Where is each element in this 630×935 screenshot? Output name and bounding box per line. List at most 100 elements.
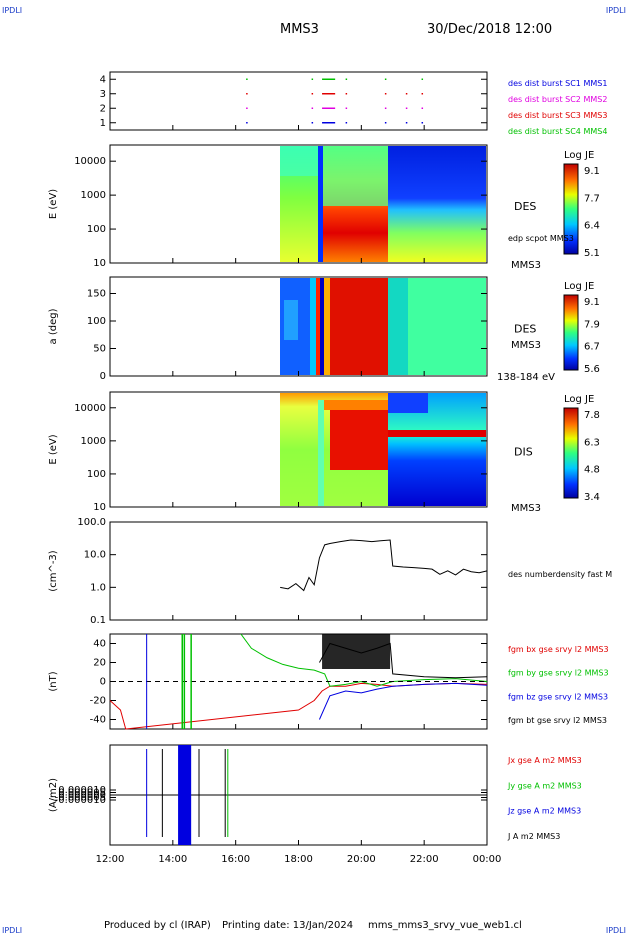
y-axis-label: E (eV)	[48, 189, 59, 219]
colorbar-tick-label: 5.1	[584, 248, 600, 259]
y-axis-label: (nT)	[48, 671, 59, 691]
y-tick-label: 4	[100, 74, 106, 85]
jz-burst-band	[178, 745, 192, 845]
y-tick-label: 10000	[74, 156, 106, 167]
series-line	[109, 682, 488, 730]
y-axis-label: (cm^-3)	[48, 550, 59, 591]
y-tick-label: 20	[93, 658, 106, 669]
panel-label-3: MMS3	[511, 260, 541, 271]
y-tick-label: 10	[93, 258, 106, 269]
panel-label-2: MMS3	[511, 340, 541, 351]
colorbar-tick-label: 6.3	[584, 437, 600, 448]
panel-label: DIS	[514, 446, 533, 459]
y-tick-label: 0.000005	[58, 788, 106, 799]
footer-filename: mms_mms3_srvy_vue_web1.cl	[368, 920, 522, 931]
series-legend-entry: fgm bz gse srvy l2 MMS3	[508, 692, 608, 701]
series-line	[240, 633, 488, 687]
y-tick-label: -0.000005	[55, 793, 106, 804]
panel-burst-frame	[109, 71, 488, 131]
footer-produced: Produced by cl (IRAP)	[104, 920, 211, 931]
footer-printing-date: Printing date: 13/Jan/2024	[222, 920, 354, 931]
panel-label-3: 138-184 eV	[497, 372, 555, 383]
series-legend-entry: Jz gse A m2 MMS3	[507, 807, 581, 816]
y-tick-label: 100	[87, 224, 106, 235]
y-axis-label: E (eV)	[48, 434, 59, 464]
colorbar-tick-label: 3.4	[584, 492, 600, 503]
colorbar-tick-label: 9.1	[584, 297, 600, 308]
corner-label-bottom-left: IPDLI	[2, 926, 23, 935]
y-tick-label: 3	[100, 89, 106, 100]
y-tick-label: 10	[93, 502, 106, 513]
y-tick-label: 0.000010	[58, 785, 106, 796]
colorbar-title: Log JE	[564, 281, 594, 292]
burst-legend-entry: des dist burst SC1 MMS1	[508, 79, 607, 88]
y-axis-label: (A/m2)	[48, 778, 59, 812]
panel-label: DES	[514, 200, 536, 213]
burst-legend-entry: des dist burst SC3 MMS3	[508, 111, 607, 120]
colorbar-tick-label: 6.7	[584, 342, 600, 353]
colorbar-tick-label: 7.9	[584, 319, 600, 330]
y-tick-label: -0.000010	[55, 795, 106, 806]
series-legend-entry: Jy gse A m2 MMS3	[507, 781, 582, 790]
y-tick-label: -40	[90, 715, 106, 726]
y-tick-label: 2	[100, 103, 106, 114]
colorbar-title: Log JE	[564, 150, 594, 161]
spacecraft-title: MMS3	[280, 22, 319, 37]
y-tick-label: 0	[100, 677, 106, 688]
time-tick-label: 12:00	[96, 854, 125, 865]
y-tick-label: 1000	[81, 436, 106, 447]
series-legend-entry: Jx gse A m2 MMS3	[507, 756, 582, 765]
y-tick-label: 40	[93, 639, 106, 650]
date-title: 30/Dec/2018 12:00	[427, 22, 553, 37]
y-tick-label: 1000	[81, 190, 106, 201]
time-tick-label: 14:00	[158, 854, 187, 865]
series-legend-entry: des numberdensity fast M	[508, 570, 612, 579]
time-tick-label: 18:00	[284, 854, 313, 865]
panel-label-2: edp scpot MMS3	[508, 234, 574, 243]
y-tick-label: 100	[87, 469, 106, 480]
y-axis-label: a (deg)	[48, 308, 59, 344]
y-tick-label: 100	[87, 316, 106, 327]
burst-legend-entry: des dist burst SC2 MMS2	[508, 95, 607, 104]
colorbar-tick-label: 7.7	[584, 193, 600, 204]
colorbar-dis-energy	[563, 407, 579, 499]
y-tick-label: 0	[100, 371, 106, 382]
y-tick-label: 100.0	[77, 517, 106, 528]
colorbar-des-pitch	[563, 294, 579, 371]
corner-label-bottom-right: IPDLI	[605, 926, 626, 935]
y-tick-label: 10000	[74, 403, 106, 414]
colorbar-title: Log JE	[564, 394, 594, 405]
series-legend-entry: fgm bx gse srvy l2 MMS3	[508, 645, 609, 654]
colorbar-tick-label: 7.8	[584, 410, 600, 421]
y-tick-label: 150	[87, 289, 106, 300]
colorbar-tick-label: 5.6	[584, 364, 600, 375]
y-tick-label: 1.0	[90, 582, 106, 593]
panel-label-2: MMS3	[511, 503, 541, 514]
des-pitch-spectrogram	[280, 278, 486, 375]
series-line	[318, 682, 488, 720]
y-tick-label: 0.1	[90, 615, 106, 626]
time-tick-label: 00:00	[473, 854, 502, 865]
bt-turbulent-band	[322, 634, 391, 669]
colorbar-tick-label: 9.1	[584, 166, 600, 177]
colorbar-tick-label: 4.8	[584, 465, 600, 476]
y-tick-label: 10.0	[84, 550, 106, 561]
dis-energy-spectrogram	[280, 393, 486, 506]
y-tick-label: 50	[93, 344, 106, 355]
series-legend-entry: fgm by gse srvy l2 MMS3	[508, 669, 609, 678]
colorbar-des-energy	[563, 163, 579, 255]
panel-label: DES	[514, 323, 536, 336]
y-tick-label: -20	[90, 696, 106, 707]
y-tick-label: 1	[100, 118, 106, 129]
series-legend-entry: J A m2 MMS3	[507, 832, 560, 841]
series-legend-entry: fgm bt gse srvy l2 MMS3	[508, 716, 607, 725]
des-energy-spectrogram	[280, 146, 486, 262]
colorbar-tick-label: 6.4	[584, 221, 600, 232]
burst-legend-entry: des dist burst SC4 MMS4	[508, 127, 607, 136]
panel-density-frame	[109, 521, 488, 621]
time-tick-label: 20:00	[347, 854, 376, 865]
y-tick-label: 0.000000	[58, 790, 106, 801]
corner-label-top-left: IPDLI	[2, 6, 23, 15]
time-tick-label: 22:00	[410, 854, 439, 865]
